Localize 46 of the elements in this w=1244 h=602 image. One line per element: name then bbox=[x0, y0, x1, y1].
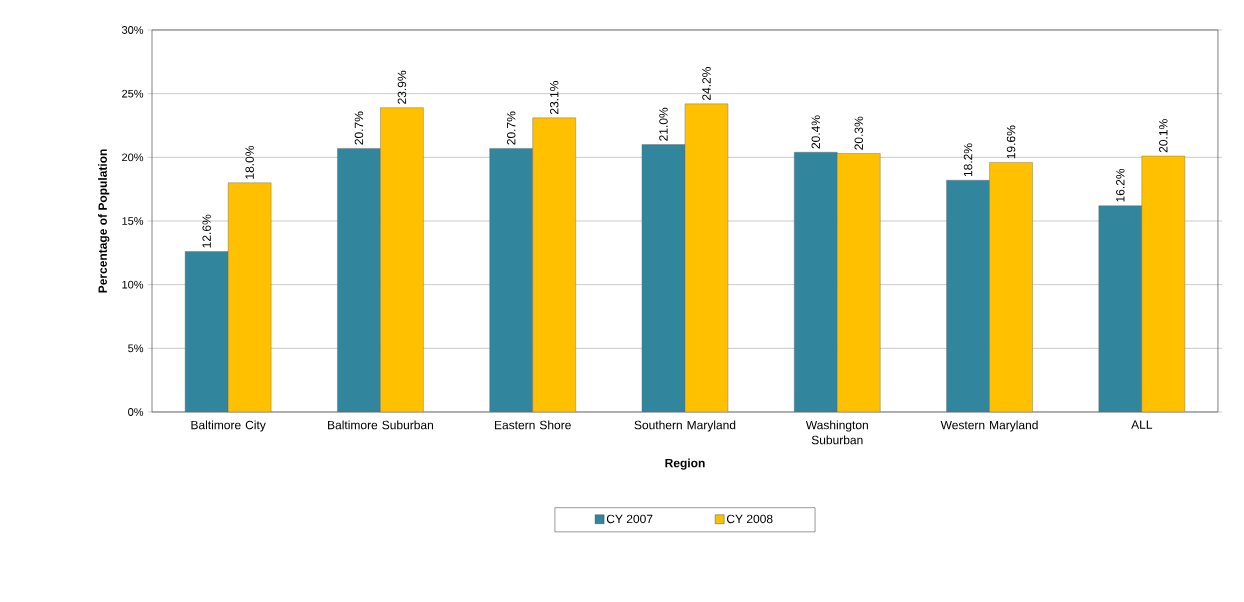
bar bbox=[1098, 205, 1143, 412]
y-tick-label: 0% bbox=[128, 408, 144, 416]
legend-label: CY 2008 bbox=[726, 514, 773, 524]
data-label: 24.2% bbox=[702, 67, 711, 101]
bar bbox=[684, 103, 729, 412]
bar bbox=[227, 182, 272, 412]
y-tick-label: 10% bbox=[122, 280, 144, 289]
x-tick-label: ALL bbox=[1131, 420, 1153, 429]
bar bbox=[837, 153, 881, 412]
data-label: 18.0% bbox=[245, 145, 254, 179]
x-tick-label: Western Maryland bbox=[940, 420, 1038, 432]
y-tick-label: 5% bbox=[128, 344, 144, 353]
data-label: 21.0% bbox=[659, 107, 668, 141]
data-label: 20.7% bbox=[506, 111, 516, 145]
data-label: 20.7% bbox=[354, 111, 364, 145]
data-label: 12.6% bbox=[202, 214, 211, 248]
bar bbox=[380, 107, 424, 412]
data-label: 19.6% bbox=[1006, 125, 1016, 159]
bar bbox=[184, 251, 229, 412]
x-tick-label: Washington Suburban bbox=[805, 420, 868, 445]
bar bbox=[794, 152, 838, 412]
data-label: 20.3% bbox=[854, 116, 864, 150]
bar bbox=[532, 117, 576, 412]
data-label: 20.4% bbox=[811, 115, 821, 149]
x-tick-label: Baltimore Suburban bbox=[328, 420, 433, 430]
legend-label: CY 2007 bbox=[606, 514, 653, 524]
x-axis-title: Region bbox=[665, 458, 705, 470]
bar bbox=[1141, 155, 1186, 412]
y-tick-label: 15% bbox=[122, 217, 144, 225]
data-label: 18.2% bbox=[963, 143, 973, 177]
data-label: 23.9% bbox=[397, 70, 407, 104]
data-label: 23.1% bbox=[549, 81, 559, 115]
bar bbox=[489, 148, 533, 412]
x-tick-label: Eastern Shore bbox=[495, 420, 571, 430]
y-axis-title: Percentage of Population bbox=[98, 149, 110, 293]
y-tick-label: 30% bbox=[121, 26, 144, 34]
bar bbox=[337, 148, 381, 412]
data-label: 16.2% bbox=[1116, 168, 1125, 202]
y-tick-label: 25% bbox=[122, 89, 144, 98]
bar bbox=[989, 162, 1033, 412]
bar bbox=[641, 144, 686, 412]
x-tick-label: Baltimore City bbox=[191, 420, 266, 432]
x-tick-label: Southern Maryland bbox=[634, 420, 736, 432]
bar bbox=[946, 180, 990, 412]
y-tick-label: 20% bbox=[122, 153, 144, 162]
data-label: 20.1% bbox=[1159, 119, 1168, 153]
